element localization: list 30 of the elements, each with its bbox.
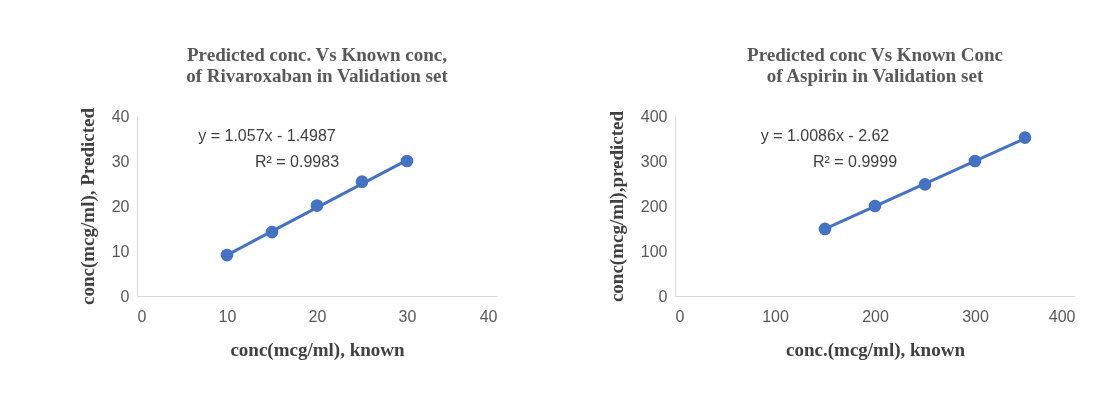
x-tick-label: 100 <box>762 307 789 325</box>
annotation: R² = 0.9983 <box>254 153 340 170</box>
annotation: y = 1.057x - 1.4987 <box>198 127 336 144</box>
y-tick-label: 100 <box>640 242 668 260</box>
y-tick-label: 400 <box>640 107 668 125</box>
y-tick-label: 20 <box>111 197 130 215</box>
y-axis-title: conc(mcg/ml),predicted <box>605 110 628 303</box>
x-tick-label: 20 <box>308 307 327 325</box>
y-tick-label: 0 <box>658 287 668 305</box>
y-tick-label: 30 <box>111 152 130 170</box>
y-tick-label: 10 <box>111 242 130 260</box>
x-axis-title: conc.(mcg/ml), known <box>786 338 966 361</box>
x-tick-label: 40 <box>479 307 498 325</box>
x-tick-label: 10 <box>218 307 237 325</box>
y-tick-label: 300 <box>640 152 668 170</box>
x-tick-label: 400 <box>1048 307 1076 325</box>
y-axis-title: conc(mcg/ml), Predicted <box>76 107 99 305</box>
annotation: y = 1.0086x - 2.62 <box>760 127 890 144</box>
x-tick-label: 200 <box>862 307 889 325</box>
chart-title: Predicted conc. Vs Known conc, of Rivaroxaban in Validation set <box>186 43 449 86</box>
y-tick-label: 0 <box>120 287 130 305</box>
y-tick-label: 40 <box>111 107 130 125</box>
x-tick-label: 30 <box>398 307 417 325</box>
x-tick-label: 0 <box>675 307 685 325</box>
chart-title: Predicted conc Vs Known Conc of Aspirin in Validation set <box>747 44 1003 86</box>
annotation: R² = 0.9999 <box>812 153 898 170</box>
x-axis-title: conc(mcg/ml), known <box>230 338 406 361</box>
x-tick-label: 0 <box>137 307 147 325</box>
x-tick-label: 300 <box>962 307 989 325</box>
y-tick-label: 200 <box>640 197 668 215</box>
